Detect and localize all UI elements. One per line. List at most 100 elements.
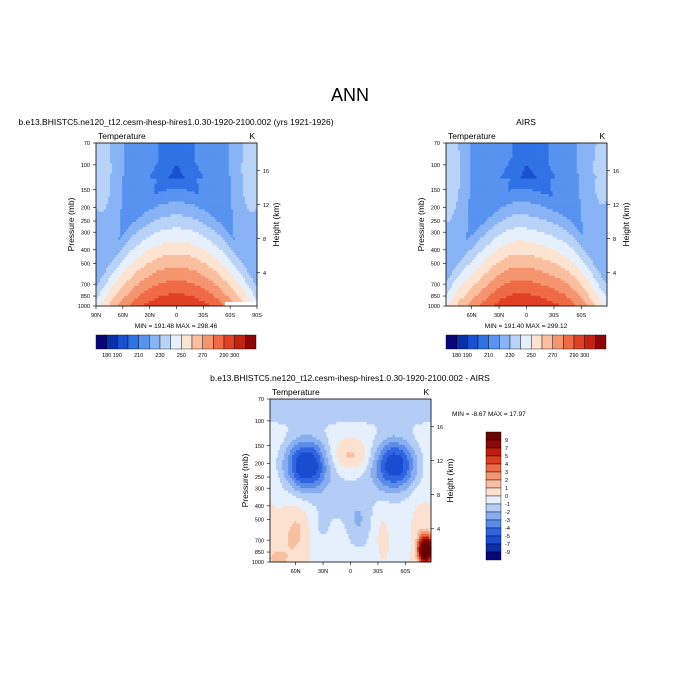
contour-cell bbox=[184, 168, 187, 172]
contour-cell bbox=[204, 181, 208, 185]
contour-cell bbox=[236, 237, 240, 241]
contour-cell bbox=[106, 275, 109, 279]
contour-cell bbox=[144, 270, 147, 274]
contour-cell bbox=[148, 209, 151, 213]
contour-cell bbox=[188, 204, 191, 208]
contour-cell bbox=[252, 214, 256, 218]
contour-cell bbox=[228, 227, 232, 230]
contour-cell bbox=[192, 173, 195, 177]
contour-cell bbox=[144, 158, 147, 162]
contour-cell bbox=[228, 209, 232, 213]
contour-cell bbox=[250, 295, 254, 299]
contour-cell bbox=[194, 252, 197, 256]
contour-cell bbox=[144, 239, 147, 243]
contour-cell bbox=[220, 237, 224, 241]
contour-cell bbox=[182, 257, 185, 261]
contour-cell bbox=[118, 234, 121, 238]
contour-cell bbox=[164, 204, 167, 208]
contour-cell bbox=[254, 158, 258, 162]
contour-cell bbox=[230, 199, 234, 202]
contour-cell bbox=[160, 293, 163, 297]
contour-cell bbox=[116, 227, 119, 230]
contour-cell bbox=[146, 272, 149, 276]
contour-cell bbox=[172, 199, 175, 202]
contour-cell bbox=[116, 199, 119, 202]
contour-cell bbox=[110, 262, 113, 266]
contour-cell bbox=[164, 285, 167, 289]
contour-cell bbox=[144, 249, 147, 253]
contour-cell bbox=[100, 234, 103, 238]
contour-cell bbox=[242, 285, 246, 289]
contour-cell bbox=[158, 183, 161, 187]
contour-cell bbox=[188, 252, 191, 256]
contour-cell bbox=[132, 237, 135, 241]
contour-cell bbox=[216, 155, 220, 159]
contour-cell bbox=[202, 247, 206, 251]
contour-cell bbox=[188, 270, 191, 274]
contour-cell bbox=[168, 145, 171, 149]
contour-cell bbox=[98, 186, 101, 190]
contour-cell bbox=[172, 163, 175, 167]
contour-cell bbox=[142, 237, 145, 241]
contour-cell bbox=[248, 148, 252, 151]
contour-cell bbox=[110, 293, 113, 297]
contour-cell bbox=[142, 247, 145, 251]
contour-cell bbox=[194, 163, 197, 167]
contour-cell bbox=[170, 178, 173, 182]
contour-cell bbox=[250, 183, 254, 187]
contour-cell bbox=[98, 249, 101, 253]
contour-cell bbox=[178, 204, 181, 208]
contour-cell bbox=[244, 171, 248, 174]
contour-cell bbox=[192, 191, 195, 195]
contour-cell bbox=[236, 290, 240, 294]
contour-cell bbox=[244, 201, 248, 205]
contour-cell bbox=[142, 171, 145, 174]
contour-cell bbox=[146, 211, 149, 215]
contour-cell bbox=[152, 191, 155, 195]
contour-cell bbox=[198, 173, 201, 177]
contour-cell bbox=[208, 283, 212, 286]
contour-cell bbox=[192, 214, 195, 218]
contour-cell bbox=[128, 257, 131, 261]
contour-cell bbox=[128, 267, 131, 271]
contour-cell bbox=[246, 239, 250, 243]
contour-cell bbox=[178, 295, 181, 299]
contour-cell bbox=[150, 224, 153, 228]
contour-cell bbox=[134, 209, 137, 213]
contour-cell bbox=[96, 255, 99, 258]
contour-cell bbox=[158, 160, 161, 164]
contour-cell bbox=[248, 224, 252, 228]
contour-cell bbox=[126, 186, 129, 190]
contour-cell bbox=[170, 295, 173, 299]
contour-cell bbox=[184, 224, 187, 228]
contour-cell bbox=[244, 232, 248, 236]
contour-cell bbox=[148, 260, 151, 264]
contour-cell bbox=[100, 148, 103, 151]
contour-cell bbox=[170, 280, 173, 284]
contour-cell bbox=[226, 183, 230, 187]
contour-cell bbox=[190, 201, 193, 205]
contour-cell bbox=[138, 216, 141, 220]
contour-cell bbox=[98, 178, 101, 182]
contour-cell bbox=[100, 290, 103, 294]
contour-cell bbox=[154, 283, 157, 286]
contour-cell bbox=[230, 234, 234, 238]
contour-cell bbox=[138, 181, 141, 185]
contour-cell bbox=[184, 206, 187, 210]
contour-cell bbox=[120, 247, 123, 251]
contour-cell bbox=[170, 214, 173, 218]
contour-cell bbox=[236, 211, 240, 215]
contour-cell bbox=[248, 270, 252, 274]
contour-cell bbox=[210, 232, 214, 236]
contour-cell bbox=[218, 257, 222, 261]
contour-cell bbox=[216, 270, 220, 274]
contour-cell bbox=[190, 199, 193, 202]
contour-cell bbox=[148, 145, 151, 149]
contour-cell bbox=[134, 280, 137, 284]
contour-cell bbox=[246, 249, 250, 253]
contour-cell bbox=[248, 239, 252, 243]
contour-cell bbox=[186, 176, 189, 180]
contour-cell bbox=[180, 153, 183, 157]
contour-cell bbox=[100, 267, 103, 271]
contour-cell bbox=[150, 265, 153, 269]
